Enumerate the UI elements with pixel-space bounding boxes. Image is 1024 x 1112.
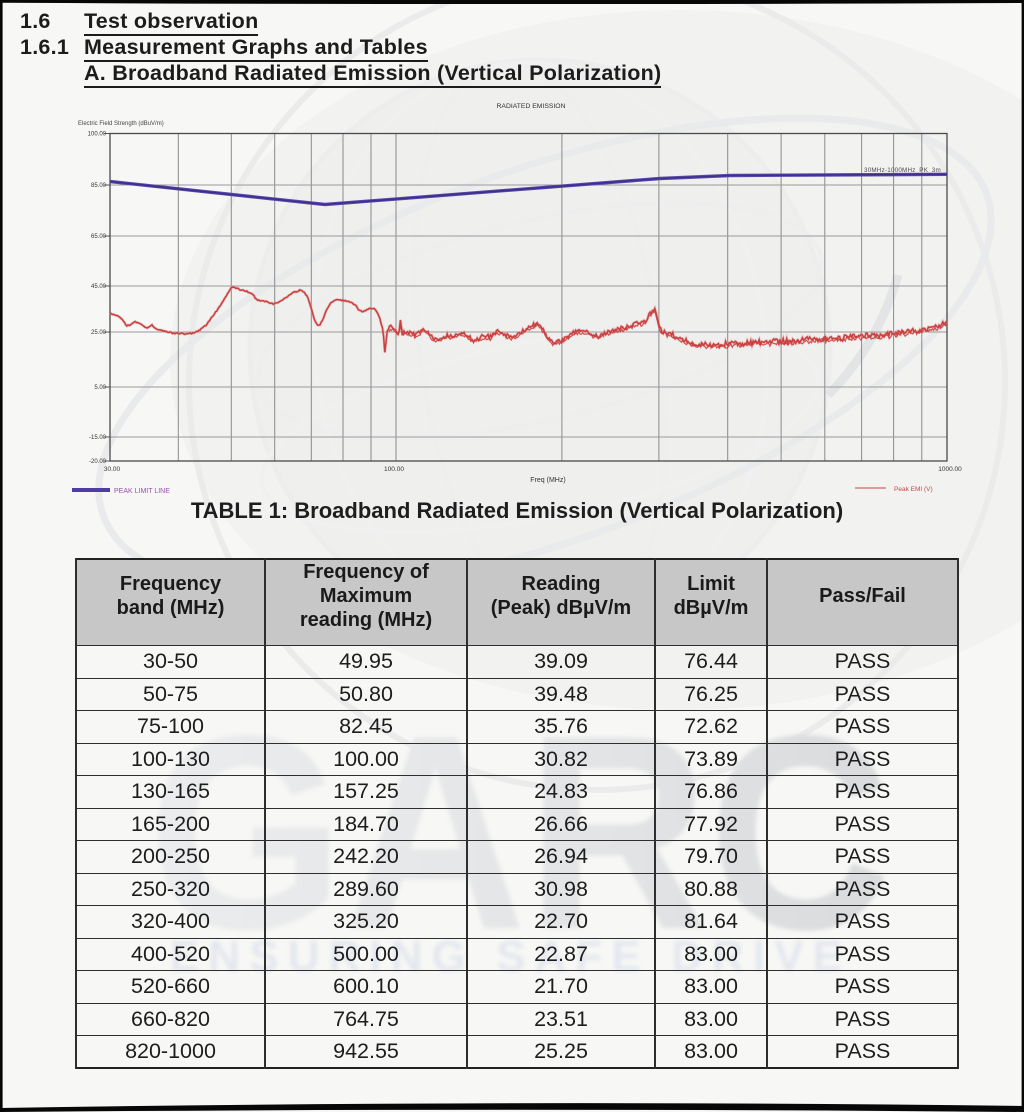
svg-text:-15.00: -15.00 [89, 435, 107, 441]
svg-text:Electric Field Strength (dBuV/: Electric Field Strength (dBuV/m) [78, 121, 164, 127]
svg-text:-20.00: -20.00 [89, 459, 107, 465]
svg-text:Peak EMI (V): Peak EMI (V) [894, 486, 933, 493]
svg-text:45.00: 45.00 [91, 284, 107, 290]
svg-text:5.00: 5.00 [94, 385, 106, 391]
svg-text:30.00: 30.00 [104, 466, 121, 473]
svg-text:85.00: 85.00 [91, 183, 107, 189]
svg-text:100.00: 100.00 [384, 466, 404, 473]
svg-text:25.00: 25.00 [91, 330, 107, 336]
svg-text:PEAK LIMIT LINE: PEAK LIMIT LINE [114, 488, 170, 495]
svg-text:Freq (MHz): Freq (MHz) [530, 477, 565, 484]
svg-text:100.00: 100.00 [88, 132, 107, 138]
svg-text:30MHz-1000MHz_PK_3m: 30MHz-1000MHz_PK_3m [864, 167, 941, 174]
svg-text:65.00: 65.00 [91, 234, 107, 240]
svg-text:RADIATED EMISSION: RADIATED EMISSION [497, 103, 566, 110]
svg-text:1000.00: 1000.00 [938, 466, 962, 473]
